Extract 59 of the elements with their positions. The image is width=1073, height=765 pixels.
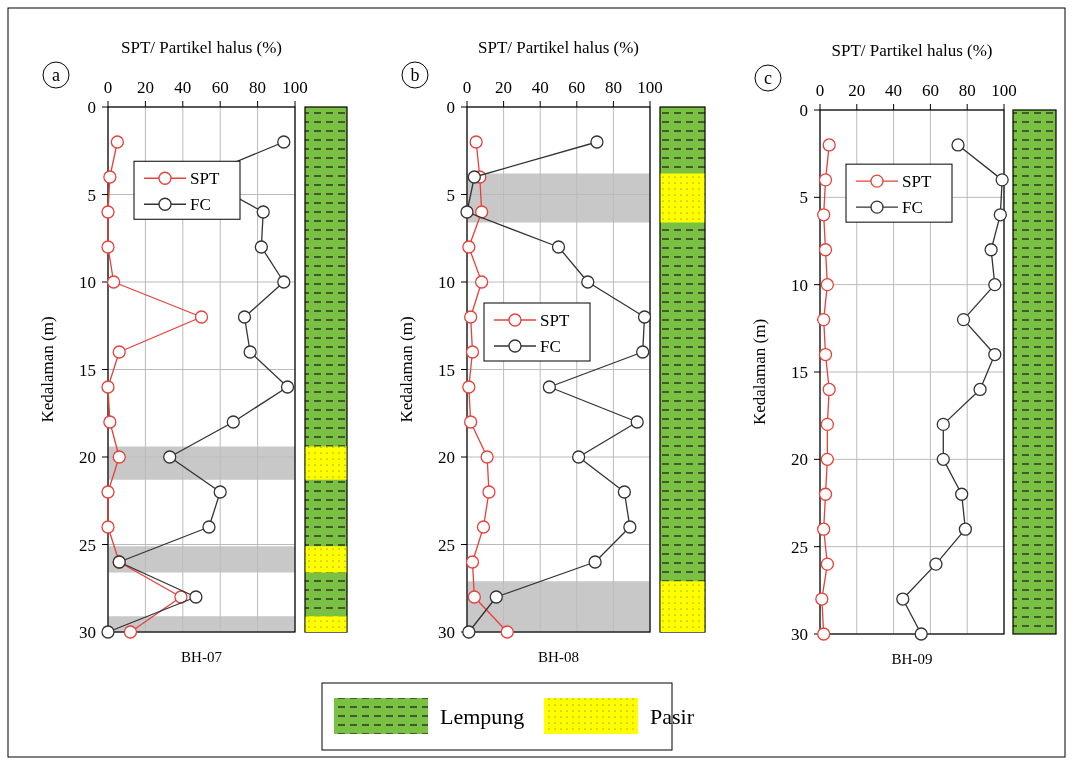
x-tick-label: 20 — [848, 81, 866, 100]
y-tick-label: 20 — [438, 448, 455, 467]
y-tick-label: 0 — [799, 101, 808, 120]
x-tick-label: 40 — [531, 78, 549, 97]
y-tick-label: 20 — [79, 448, 96, 467]
x-tick-label: 80 — [958, 81, 976, 100]
x-tick-label: 20 — [495, 78, 513, 97]
y-tick-label: 10 — [79, 273, 96, 292]
legend-label: SPT — [902, 172, 932, 192]
x-tick-label: 60 — [568, 78, 586, 97]
x-tick-label: 100 — [637, 78, 663, 97]
y-tick-label: 25 — [438, 535, 455, 555]
y-tick-label: 15 — [438, 360, 455, 380]
chart-title: a — [52, 65, 60, 85]
legend-label: SPT — [190, 169, 220, 189]
x-tick-label: 0 — [815, 81, 825, 100]
x-tick-label: 0 — [462, 78, 472, 97]
x-axis-title: SPT/ Partikel halus (%) — [477, 38, 640, 57]
y-tick-label: 10 — [791, 275, 808, 295]
y-tick-label: 5 — [87, 185, 96, 205]
text: BH-08 — [538, 649, 579, 665]
y-tick-label: 15 — [79, 360, 96, 380]
y-tick-label: 30 — [791, 625, 808, 644]
y-tick-label: 0 — [446, 98, 455, 117]
y-axis-title: Kedalaman (m) — [397, 316, 416, 423]
y-tick-label: 5 — [799, 188, 808, 208]
y-tick-label: 20 — [791, 450, 808, 470]
legend-label: FC — [902, 198, 923, 218]
x-tick-label: 80 — [604, 78, 622, 97]
x-tick-label: 100 — [282, 78, 308, 97]
y-tick-label: 30 — [79, 623, 96, 642]
y-tick-label: 15 — [791, 363, 808, 382]
text: Lempung — [440, 704, 525, 729]
y-tick-label: 5 — [446, 185, 455, 205]
x-tick-label: 60 — [921, 81, 939, 100]
y-tick-label: 10 — [438, 273, 455, 292]
y-axis-title: Kedalaman (m) — [38, 316, 57, 423]
x-tick-label: 40 — [885, 81, 903, 100]
y-tick-label: 0 — [87, 98, 96, 117]
y-tick-label: 25 — [79, 535, 96, 555]
x-tick-label: 80 — [249, 78, 267, 97]
x-axis-title: SPT/ Partikel halus (%) — [120, 38, 283, 57]
chart-title: c — [764, 68, 772, 88]
y-tick-label: 30 — [438, 623, 455, 642]
chart-title: b — [410, 65, 420, 85]
text: BH-07 — [181, 649, 223, 665]
x-tick-label: 100 — [991, 81, 1017, 100]
y-tick-label: 25 — [791, 537, 808, 557]
x-tick-label: 20 — [136, 78, 154, 97]
legend-label: FC — [540, 337, 561, 356]
x-tick-label: 60 — [211, 78, 229, 97]
y-axis-title: Kedalaman (m) — [750, 318, 769, 426]
text: BH-09 — [891, 651, 933, 667]
x-axis-title: SPT/ Partikel halus (%) — [831, 41, 993, 60]
text: Pasir — [650, 704, 695, 729]
x-tick-label: 40 — [174, 78, 192, 97]
legend-label: FC — [190, 195, 211, 215]
x-tick-label: 0 — [103, 78, 113, 97]
legend-label: SPT — [540, 311, 570, 330]
